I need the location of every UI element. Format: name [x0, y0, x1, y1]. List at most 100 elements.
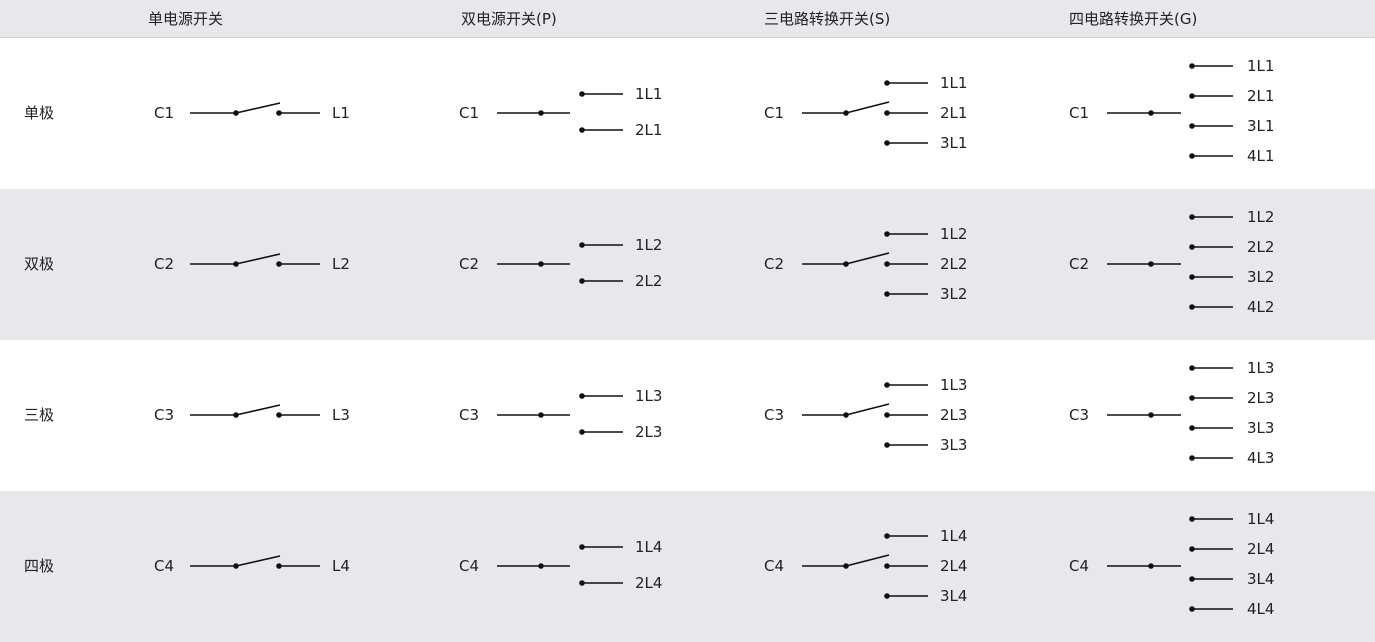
output-terminal-label: 2L3: [635, 423, 663, 441]
pole-label: 四极: [24, 557, 55, 575]
output-terminal-label: 1L1: [940, 74, 968, 92]
table-header: 单电源开关 双电源开关(P) 三电路转换开关(S) 四电路转换开关(G): [0, 0, 1375, 38]
header-three-circuit: 三电路转换开关(S): [764, 10, 891, 28]
output-terminal-label: 3L4: [1247, 570, 1275, 588]
single-power-switch: C1 L1: [140, 38, 380, 189]
dual-power-switch: C3 1L3 2L3: [445, 340, 705, 491]
four-circuit-switch-symbol: [1107, 63, 1233, 159]
output-terminal-label: 1L2: [635, 236, 663, 254]
common-terminal-label: C3: [1069, 406, 1090, 424]
output-terminal-label: 1L3: [635, 387, 663, 405]
common-terminal-label: C1: [764, 104, 785, 122]
output-terminal-label: 3L1: [940, 134, 968, 152]
common-terminal-label: C3: [764, 406, 785, 424]
output-terminal-label: 4L2: [1247, 298, 1275, 316]
dual-power-switch: C2 1L2 2L2: [445, 189, 705, 340]
three-circuit-switch: C1 1L1 2L1 3L1: [750, 38, 1010, 189]
table-row: 单极 C1 L1 C1 1L1 2L1 C1 1L1 2L1 3L1 C1 1L1 2L1 3L1 4L1: [0, 38, 1375, 189]
output-terminal-label: 1L4: [1247, 510, 1275, 528]
output-terminal-label: 3L1: [1247, 117, 1275, 135]
pivot-dot: [233, 261, 239, 267]
output-terminal-label: 2L2: [635, 272, 663, 290]
common-terminal-label: C1: [1069, 104, 1090, 122]
output-terminal-label: 2L1: [940, 104, 968, 122]
pivot-dot: [233, 110, 239, 116]
header-dual-power: 双电源开关(P): [461, 10, 557, 28]
output-terminal-label: 2L4: [1247, 540, 1275, 558]
output-terminal-label: 1L1: [1247, 57, 1275, 75]
three-circuit-switch: C4 1L4 2L4 3L4: [750, 491, 1010, 642]
output-terminal-label: 1L3: [940, 376, 968, 394]
four-circuit-switch: C2 1L2 2L2 3L2 4L2: [1055, 189, 1315, 340]
common-terminal-label: C4: [764, 557, 785, 575]
output-terminal-label: 2L4: [635, 574, 663, 592]
common-terminal-label: C2: [1069, 255, 1090, 273]
single-power-switch: C2 L2: [140, 189, 380, 340]
output-terminal-label: 2L2: [940, 255, 968, 273]
output-terminal-label: 2L3: [940, 406, 968, 424]
pole-label: 三极: [24, 406, 55, 424]
output-terminal-label: 2L1: [635, 121, 663, 139]
output-terminal-label: 2L3: [1247, 389, 1275, 407]
four-circuit-switch-symbol: [1107, 516, 1233, 612]
dual-power-switch-symbol: [497, 91, 623, 133]
single-power-switch: C3 L3: [140, 340, 380, 491]
common-terminal-label: C2: [764, 255, 785, 273]
four-circuit-switch: C3 1L3 2L3 3L3 4L3: [1055, 340, 1315, 491]
header-four-circuit: 四电路转换开关(G): [1069, 10, 1198, 28]
four-circuit-switch-symbol: [1107, 365, 1233, 461]
switch-blade: [235, 253, 281, 265]
common-terminal-label: C2: [459, 255, 480, 273]
output-terminal-label: 1L1: [635, 85, 663, 103]
switch-blade: [845, 252, 890, 265]
output-terminal-label: L3: [332, 406, 350, 424]
switch-blade: [235, 404, 281, 416]
header-single-power: 单电源开关: [148, 10, 224, 28]
output-terminal-label: 2L1: [1247, 87, 1275, 105]
pivot-dot: [233, 563, 239, 569]
pole-label: 单极: [24, 104, 55, 122]
common-terminal-label: C4: [459, 557, 480, 575]
three-circuit-switch-symbol: [802, 80, 928, 146]
output-terminal-label: 3L4: [940, 587, 968, 605]
common-terminal-label: C3: [459, 406, 480, 424]
switch-blade: [235, 555, 281, 567]
three-circuit-switch-symbol: [802, 533, 928, 599]
common-terminal-label: C2: [154, 255, 175, 273]
output-terminal-label: 3L3: [940, 436, 968, 454]
pole-label: 双极: [24, 255, 55, 273]
output-terminal-label: 1L2: [940, 225, 968, 243]
single-power-switch-symbol: [190, 253, 320, 267]
table-row: 双极 C2 L2 C2 1L2 2L2 C2 1L2 2L2 3L2 C2 1L2 2L2 3L2 4L2: [0, 189, 1375, 340]
output-terminal-label: 1L2: [1247, 208, 1275, 226]
common-terminal-label: C1: [459, 104, 480, 122]
output-terminal-label: 1L4: [635, 538, 663, 556]
output-terminal-label: 2L2: [1247, 238, 1275, 256]
table-row: 四极 C4 L4 C4 1L4 2L4 C4 1L4 2L4 3L4 C4 1L4 2L4 3L4 4L4: [0, 491, 1375, 642]
output-terminal-label: 1L4: [940, 527, 968, 545]
table-row: 三极 C3 L3 C3 1L3 2L3 C3 1L3 2L3 3L3 C3 1L3 2L3 3L3 4L3: [0, 340, 1375, 491]
four-circuit-switch-symbol: [1107, 214, 1233, 310]
four-circuit-switch: C1 1L1 2L1 3L1 4L1: [1055, 38, 1315, 189]
output-terminal-label: 1L3: [1247, 359, 1275, 377]
dual-power-switch: C1 1L1 2L1: [445, 38, 705, 189]
pivot-dot: [233, 412, 239, 418]
output-terminal-label: 2L4: [940, 557, 968, 575]
common-terminal-label: C4: [154, 557, 175, 575]
output-terminal-label: 4L3: [1247, 449, 1275, 467]
switch-blade: [235, 102, 281, 114]
switch-blade: [845, 403, 890, 416]
output-terminal-label: L2: [332, 255, 350, 273]
three-circuit-switch-symbol: [802, 382, 928, 448]
output-terminal-label: 3L3: [1247, 419, 1275, 437]
three-circuit-switch-symbol: [802, 231, 928, 297]
switch-blade: [845, 101, 890, 114]
three-circuit-switch: C2 1L2 2L2 3L2: [750, 189, 1010, 340]
dual-power-switch-symbol: [497, 544, 623, 586]
common-terminal-label: C1: [154, 104, 175, 122]
output-terminal-label: L4: [332, 557, 350, 575]
dual-power-switch: C4 1L4 2L4: [445, 491, 705, 642]
output-terminal-label: 4L4: [1247, 600, 1275, 618]
single-power-switch: C4 L4: [140, 491, 380, 642]
